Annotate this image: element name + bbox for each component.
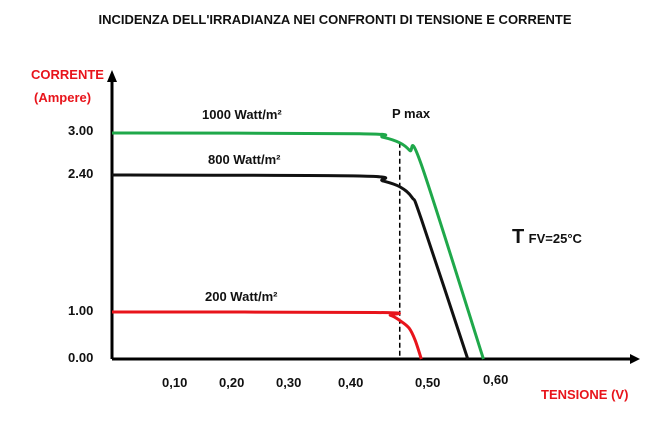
x-tick-label: 0,30 — [276, 375, 302, 390]
x-tick-label: 0,50 — [415, 375, 441, 390]
series-label-1000: 1000 Watt/m² — [202, 107, 282, 122]
x-tick-label: 0,60 — [483, 372, 509, 387]
y-tick-label: 2.40 — [68, 166, 94, 181]
series-label-200: 200 Watt/m² — [205, 289, 278, 304]
x-axis-label: TENSIONE (V) — [541, 387, 629, 402]
temperature-label: T FV=25°C — [512, 226, 582, 248]
y-axis-label-line2: (Ampere) — [34, 90, 92, 105]
chart-title: INCIDENZA DELL'IRRADIANZA NEI CONFRONTI … — [98, 12, 572, 27]
y-tick-label: 0.00 — [68, 350, 94, 365]
series-line-0 — [111, 131, 485, 360]
x-tick-label: 0,10 — [162, 375, 188, 390]
series-line-2 — [111, 310, 423, 360]
series-line-1 — [111, 173, 470, 360]
y-tick-label: 3.00 — [68, 123, 94, 138]
pmax-label: P max — [392, 106, 431, 121]
y-axis-arrow-icon — [107, 70, 117, 82]
series-label-800: 800 Watt/m² — [208, 152, 281, 167]
x-axis-arrow-icon — [630, 354, 640, 364]
y-axis-label-line1: CORRENTE — [31, 67, 104, 82]
x-tick-label: 0,40 — [338, 375, 364, 390]
y-tick-label: 1.00 — [68, 303, 94, 318]
x-tick-label: 0,20 — [219, 375, 245, 390]
